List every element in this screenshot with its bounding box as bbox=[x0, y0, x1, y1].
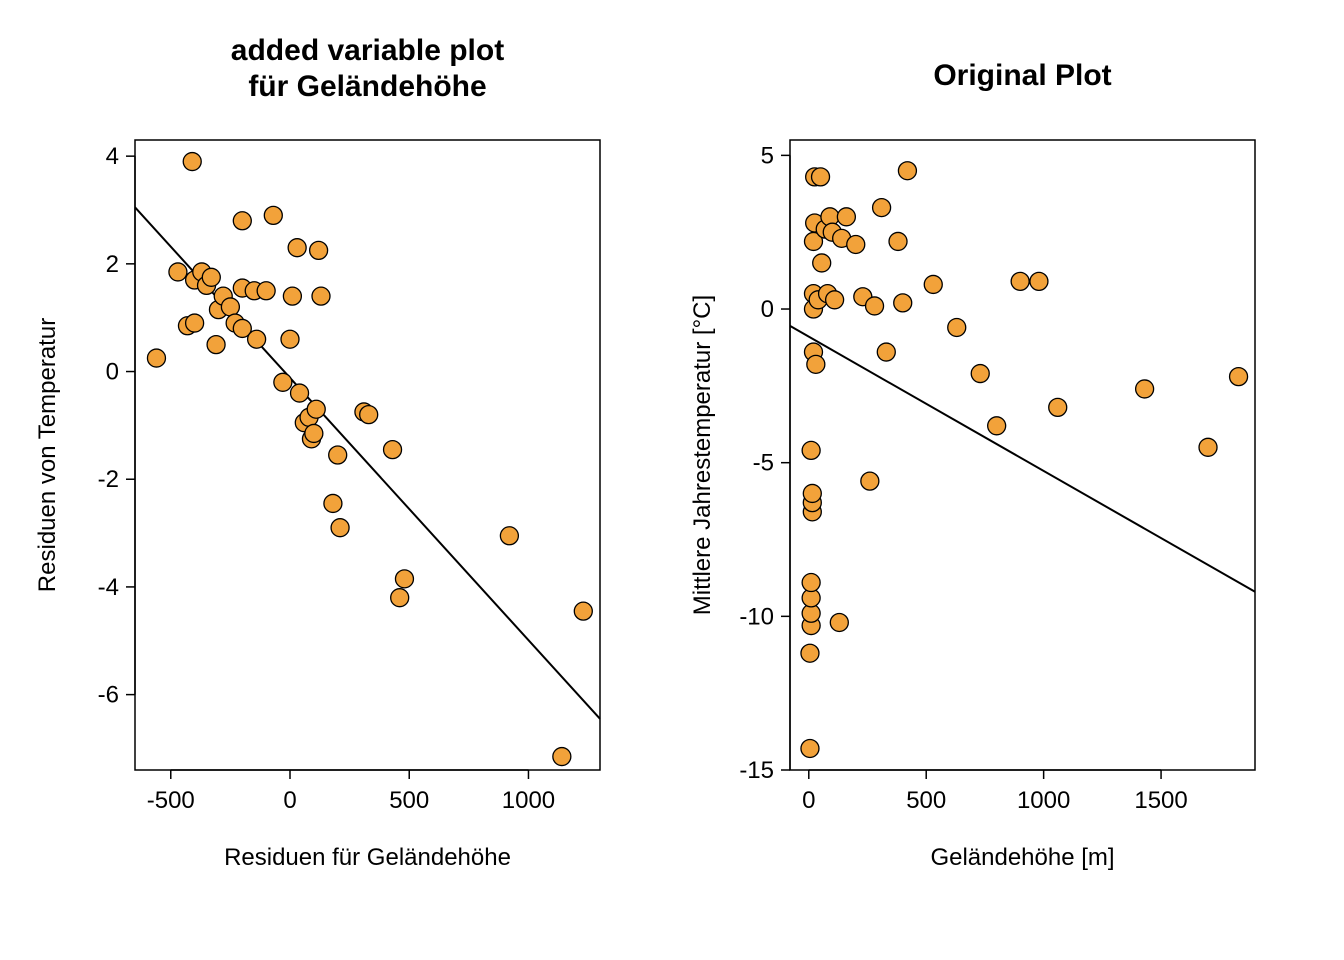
right-plot-border bbox=[790, 140, 1255, 770]
scatter-point bbox=[395, 570, 413, 588]
scatter-point bbox=[1136, 380, 1154, 398]
scatter-point bbox=[147, 349, 165, 367]
scatter-point bbox=[988, 417, 1006, 435]
scatter-point bbox=[283, 287, 301, 305]
scatter-point bbox=[291, 384, 309, 402]
scatter-point bbox=[803, 484, 821, 502]
y-tick-label: 0 bbox=[106, 359, 119, 386]
y-tick-label: 4 bbox=[106, 143, 119, 170]
scatter-point bbox=[312, 287, 330, 305]
scatter-point bbox=[281, 330, 299, 348]
scatter-point bbox=[889, 232, 907, 250]
scatter-point bbox=[813, 254, 831, 272]
y-tick-label: -5 bbox=[753, 450, 774, 477]
y-tick-label: -2 bbox=[98, 466, 119, 493]
scatter-point bbox=[847, 235, 865, 253]
scatter-point bbox=[802, 574, 820, 592]
y-tick-label: 2 bbox=[106, 251, 119, 278]
scatter-point bbox=[574, 602, 592, 620]
x-tick-label: 500 bbox=[906, 787, 946, 814]
scatter-point bbox=[894, 294, 912, 312]
scatter-point bbox=[310, 241, 328, 259]
scatter-point bbox=[802, 441, 820, 459]
x-tick-label: 500 bbox=[389, 787, 429, 814]
scatter-point bbox=[801, 644, 819, 662]
scatter-point bbox=[1011, 272, 1029, 290]
scatter-point bbox=[877, 343, 895, 361]
scatter-point bbox=[307, 400, 325, 418]
scatter-point bbox=[360, 406, 378, 424]
scatter-point bbox=[233, 212, 251, 230]
scatter-point bbox=[948, 318, 966, 336]
scatter-point bbox=[873, 199, 891, 217]
y-tick-label: 5 bbox=[761, 142, 774, 169]
scatter-point bbox=[826, 291, 844, 309]
left-chart: -500 0 500 1000 -6 -4 -2 0 2 4 added variable pl… bbox=[34, 34, 600, 871]
scatter-point bbox=[866, 297, 884, 315]
y-tick-label: -10 bbox=[739, 603, 774, 630]
scatter-point bbox=[324, 494, 342, 512]
left-plot-border bbox=[135, 140, 600, 770]
scatter-point bbox=[183, 153, 201, 171]
right-x-ticks: 0 500 1000 1500 bbox=[802, 770, 1188, 814]
chart-svg: -50005001000 -6-4-2024 added variable pl… bbox=[0, 0, 1344, 960]
x-tick-label: 1500 bbox=[1134, 787, 1187, 814]
left-points bbox=[147, 153, 592, 766]
y-tick-label: 0 bbox=[761, 296, 774, 323]
scatter-point bbox=[202, 268, 220, 286]
right-chart: 0 500 1000 1500 -15 -10 -5 0 5 Original Plot Ge… bbox=[689, 59, 1255, 871]
scatter-point bbox=[971, 365, 989, 383]
right-title: Original Plot bbox=[933, 59, 1111, 92]
left-x-label: Residuen für Geländehöhe bbox=[224, 844, 511, 871]
left-y-label: Residuen von Temperatur bbox=[34, 318, 61, 592]
scatter-point bbox=[257, 282, 275, 300]
scatter-point bbox=[898, 162, 916, 180]
y-tick-label: -4 bbox=[98, 574, 119, 601]
scatter-point bbox=[500, 527, 518, 545]
scatter-point bbox=[807, 355, 825, 373]
scatter-point bbox=[384, 441, 402, 459]
left-title-line1: added variable plot bbox=[231, 34, 504, 67]
x-tick-label: 0 bbox=[802, 787, 815, 814]
scatter-point bbox=[329, 446, 347, 464]
scatter-point bbox=[391, 589, 409, 607]
scatter-point bbox=[264, 206, 282, 224]
right-x-label: Geländehöhe [m] bbox=[930, 844, 1114, 871]
scatter-point bbox=[248, 330, 266, 348]
left-x-ticks: -500 0 500 1000 bbox=[147, 770, 555, 814]
scatter-point bbox=[207, 336, 225, 354]
x-tick-label: 1000 bbox=[502, 787, 555, 814]
scatter-point bbox=[1230, 368, 1248, 386]
right-fit-line bbox=[790, 326, 1255, 592]
y-tick-label: -15 bbox=[739, 757, 774, 784]
scatter-point bbox=[305, 424, 323, 442]
right-y-label: Mittlere Jahrestemperatur [°C] bbox=[689, 295, 716, 615]
scatter-point bbox=[837, 208, 855, 226]
scatter-point bbox=[169, 263, 187, 281]
scatter-point bbox=[186, 314, 204, 332]
x-tick-label: 0 bbox=[283, 787, 296, 814]
scatter-point bbox=[812, 168, 830, 186]
scatter-point bbox=[221, 298, 239, 316]
scatter-point bbox=[288, 239, 306, 257]
y-tick-label: -6 bbox=[98, 682, 119, 709]
scatter-point bbox=[1049, 398, 1067, 416]
left-y-ticks: -6 -4 -2 0 2 4 bbox=[98, 143, 135, 708]
right-y-ticks: -15 -10 -5 0 5 bbox=[739, 142, 790, 784]
scatter-point bbox=[553, 748, 571, 766]
scatter-point bbox=[924, 275, 942, 293]
left-title-line2: für Geländehöhe bbox=[248, 70, 486, 103]
x-tick-label: 1000 bbox=[1017, 787, 1070, 814]
x-tick-label: -500 bbox=[147, 787, 195, 814]
scatter-point bbox=[331, 519, 349, 537]
scatter-point bbox=[830, 613, 848, 631]
scatter-point bbox=[861, 472, 879, 490]
scatter-point bbox=[274, 373, 292, 391]
scatter-point bbox=[801, 739, 819, 757]
scatter-point bbox=[1030, 272, 1048, 290]
figure: -50005001000 -6-4-2024 added variable pl… bbox=[0, 0, 1344, 960]
scatter-point bbox=[1199, 438, 1217, 456]
